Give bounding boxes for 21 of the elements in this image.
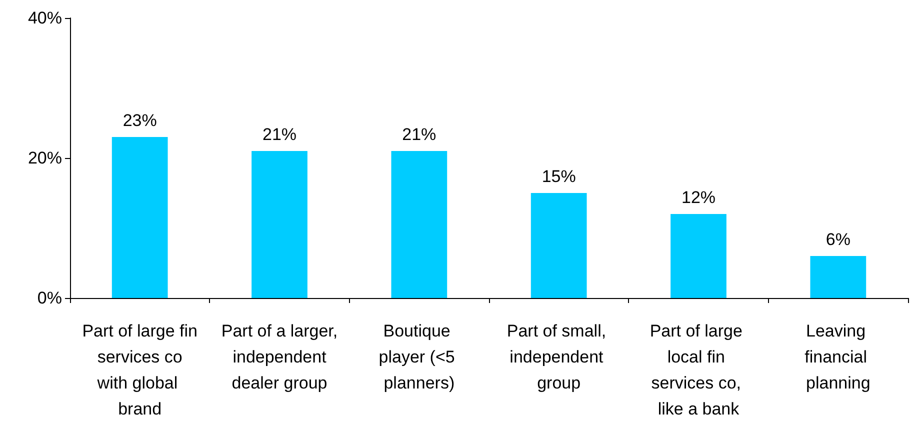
y-tick-label: 0%: [37, 288, 62, 308]
data-label: 21%: [402, 125, 436, 144]
bar: [810, 256, 866, 298]
x-tick-label: Boutique player (<5 planners): [378, 322, 460, 392]
data-label: 6%: [826, 230, 850, 249]
bar: [112, 137, 168, 298]
x-tick-label: Part of large fin services co with global brand: [82, 322, 198, 418]
bar: [391, 151, 448, 298]
x-tick-label: Leaving financial planning: [804, 322, 872, 392]
data-label: 15%: [542, 167, 576, 186]
y-tick-label: 20%: [28, 148, 62, 168]
data-label: 23%: [122, 111, 157, 130]
bar: [252, 151, 308, 298]
y-tick-label: 40%: [28, 8, 62, 28]
data-label: 12%: [681, 188, 716, 207]
bar: [670, 214, 726, 298]
x-tick-label: Part of small, independent group: [506, 322, 611, 392]
bar: [530, 193, 587, 298]
data-label: 21%: [262, 125, 297, 144]
x-tick-label: Part of a larger, independent dealer group: [221, 322, 338, 392]
x-tick-label: Part of large local fin services co, like a bank: [650, 322, 748, 418]
